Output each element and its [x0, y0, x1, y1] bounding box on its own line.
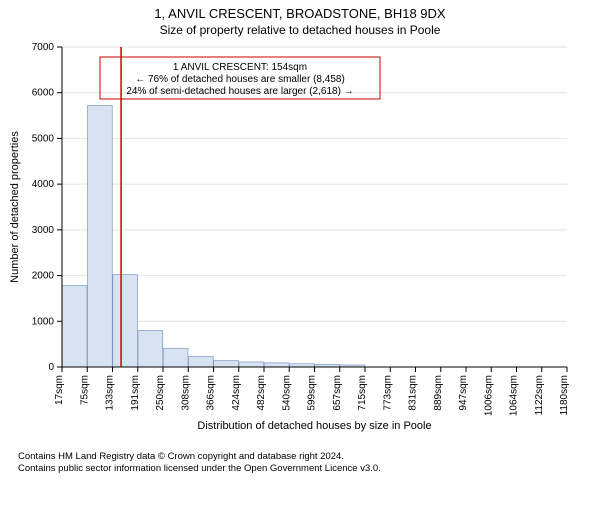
histogram-bar	[88, 106, 113, 367]
histogram-chart: 0 1000 2000 3000 4000 5000 6000 7000 17sqm 75sqm 1…	[0, 37, 600, 447]
svg-text:6000: 6000	[32, 88, 55, 99]
svg-text:1000: 1000	[32, 316, 55, 327]
svg-text:831sqm: 831sqm	[408, 375, 419, 411]
svg-text:540sqm: 540sqm	[281, 375, 292, 411]
svg-text:947sqm: 947sqm	[458, 375, 469, 411]
svg-text:773sqm: 773sqm	[382, 375, 393, 411]
svg-text:250sqm: 250sqm	[155, 375, 166, 411]
svg-text:308sqm: 308sqm	[180, 375, 191, 411]
svg-text:424sqm: 424sqm	[231, 375, 242, 411]
histogram-bar	[239, 362, 264, 367]
svg-text:5000: 5000	[32, 133, 55, 144]
svg-text:2000: 2000	[32, 271, 55, 282]
svg-text:657sqm: 657sqm	[332, 375, 343, 411]
histogram-bar	[189, 356, 214, 367]
histogram-bar	[62, 286, 87, 367]
footer-line-2: Contains public sector information licen…	[18, 463, 600, 475]
svg-text:889sqm: 889sqm	[433, 375, 444, 411]
svg-text:0: 0	[48, 362, 54, 373]
y-axis-label: Number of detached properties	[9, 131, 21, 283]
svg-text:133sqm: 133sqm	[105, 375, 116, 411]
annotation-line-2: ← 76% of detached houses are smaller (8,…	[135, 74, 345, 85]
svg-text:75sqm: 75sqm	[79, 375, 90, 405]
svg-text:7000: 7000	[32, 42, 55, 53]
svg-text:1122sqm: 1122sqm	[534, 375, 545, 415]
histogram-bar	[138, 330, 163, 367]
footer-attribution: Contains HM Land Registry data © Crown c…	[18, 451, 600, 476]
svg-text:482sqm: 482sqm	[256, 375, 267, 411]
histogram-bar	[113, 275, 138, 367]
annotation-line-3: 24% of semi-detached houses are larger (…	[126, 86, 353, 97]
x-axis-label: Distribution of detached houses by size …	[197, 420, 431, 432]
page-title: 1, ANVIL CRESCENT, BROADSTONE, BH18 9DX	[0, 6, 600, 21]
svg-text:191sqm: 191sqm	[130, 375, 141, 411]
svg-text:599sqm: 599sqm	[307, 375, 318, 411]
svg-text:3000: 3000	[32, 225, 55, 236]
histogram-bar	[163, 348, 188, 367]
svg-text:4000: 4000	[32, 179, 55, 190]
svg-text:1064sqm: 1064sqm	[509, 375, 520, 416]
histogram-bar	[264, 363, 289, 367]
svg-text:366sqm: 366sqm	[206, 375, 217, 411]
svg-text:715sqm: 715sqm	[357, 375, 368, 411]
svg-text:1180sqm: 1180sqm	[559, 375, 570, 415]
svg-text:17sqm: 17sqm	[54, 375, 65, 405]
page-subtitle: Size of property relative to detached ho…	[0, 23, 600, 37]
svg-text:1006sqm: 1006sqm	[483, 375, 494, 416]
annotation-line-1: 1 ANVIL CRESCENT: 154sqm	[173, 62, 307, 73]
histogram-bar	[214, 361, 239, 367]
footer-line-1: Contains HM Land Registry data © Crown c…	[18, 451, 600, 463]
